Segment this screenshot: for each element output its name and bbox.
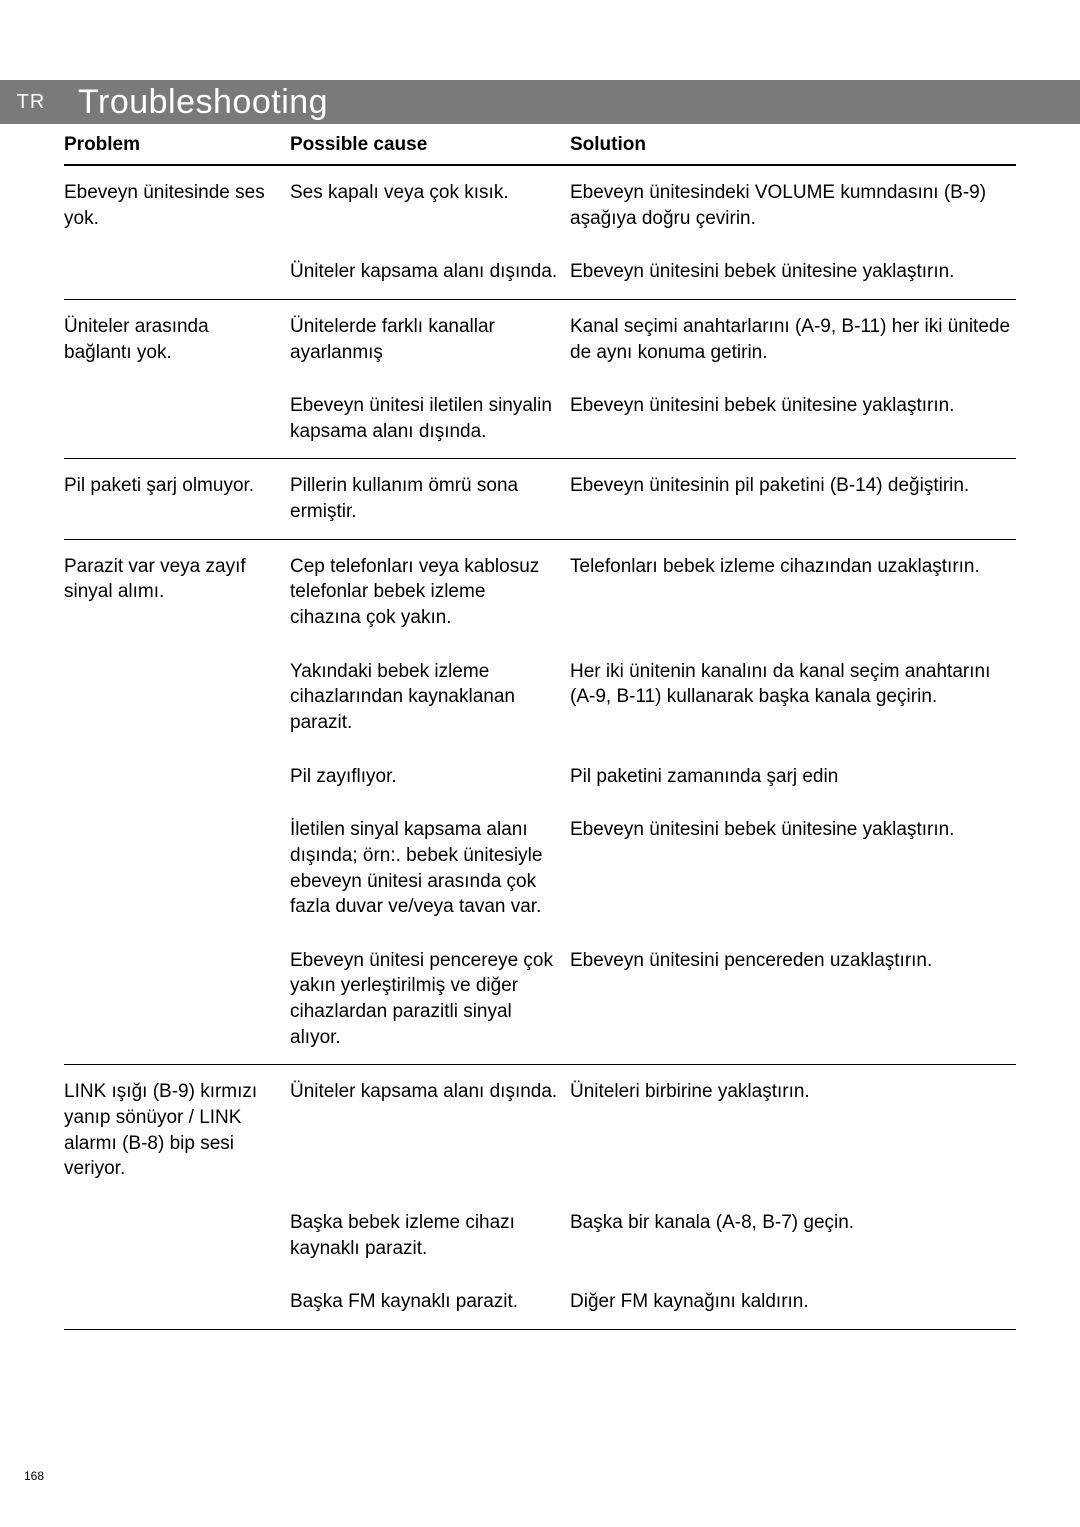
cell-solution: Ebeveyn ünitesini pencereden uzaklaştırı… [570, 948, 1016, 1051]
page-title: Troubleshooting [78, 83, 328, 122]
table-header-row: Problem Possible cause Solution [64, 128, 1016, 166]
col-header-problem: Problem [64, 134, 290, 156]
page-number: 168 [24, 1469, 44, 1483]
cell-problem [64, 393, 290, 444]
language-tab: TR [2, 80, 60, 124]
table-group: Pil paketi şarj olmuyor.Pillerin kullanı… [64, 459, 1016, 539]
cell-solution: Üniteleri birbirine yaklaştırın. [570, 1079, 1016, 1182]
cell-problem [64, 259, 290, 285]
table-row: LINK ışığı (B-9) kırmızı yanıp sönüyor /… [64, 1065, 1016, 1196]
cell-problem: Ebeveyn ünitesinde ses yok. [64, 180, 290, 231]
cell-cause: Pillerin kullanım ömrü sona ermiştir. [290, 473, 570, 524]
cell-cause: Ebeveyn ünitesi iletilen sinyalin kapsam… [290, 393, 570, 444]
table-row: Üniteler kapsama alanı dışında.Ebeveyn ü… [64, 245, 1016, 300]
table-row: Ebeveyn ünitesinde ses yok.Ses kapalı ve… [64, 166, 1016, 245]
table-row: Başka FM kaynaklı parazit.Diğer FM kayna… [64, 1275, 1016, 1330]
table-row: Ebeveyn ünitesi iletilen sinyalin kapsam… [64, 379, 1016, 459]
cell-problem [64, 817, 290, 920]
cell-solution: Ebeveyn ünitesini bebek ünitesine yaklaş… [570, 393, 1016, 444]
cell-cause: Üniteler kapsama alanı dışında. [290, 259, 570, 285]
table-row: Pil zayıflıyor.Pil paketini zamanında şa… [64, 750, 1016, 804]
cell-problem [64, 1210, 290, 1261]
cell-solution: Diğer FM kaynağını kaldırın. [570, 1289, 1016, 1315]
header-bar: TR Troubleshooting [0, 80, 1080, 124]
table-body: Ebeveyn ünitesinde ses yok.Ses kapalı ve… [64, 166, 1016, 1330]
table-row: Ebeveyn ünitesi pencereye çok yakın yerl… [64, 934, 1016, 1066]
cell-problem [64, 948, 290, 1051]
table-row: Üniteler arasında bağlantı yok.Ünitelerd… [64, 300, 1016, 379]
cell-cause: İletilen sinyal kapsama alanı dışında; ö… [290, 817, 570, 920]
table-row: Parazit var veya zayıf sinyal alımı.Cep … [64, 540, 1016, 645]
cell-problem [64, 764, 290, 790]
cell-cause: Pil zayıflıyor. [290, 764, 570, 790]
table-row: Yakındaki bebek izleme cihazlarından kay… [64, 645, 1016, 750]
page: TR Troubleshooting Problem Possible caus… [0, 0, 1080, 1527]
cell-solution: Ebeveyn ünitesini bebek ünitesine yaklaş… [570, 259, 1016, 285]
cell-solution: Başka bir kanala (A-8, B-7) geçin. [570, 1210, 1016, 1261]
cell-problem: Pil paketi şarj olmuyor. [64, 473, 290, 524]
table-group: Parazit var veya zayıf sinyal alımı.Cep … [64, 540, 1016, 1066]
cell-solution: Ebeveyn ünitesini bebek ünitesine yaklaş… [570, 817, 1016, 920]
cell-solution: Ebeveyn ünitesindeki VOLUME kumndasını (… [570, 180, 1016, 231]
troubleshooting-table: Problem Possible cause Solution Ebeveyn … [64, 128, 1016, 1330]
cell-cause: Ünitelerde farklı kanallar ayarlanmış [290, 314, 570, 365]
cell-cause: Ses kapalı veya çok kısık. [290, 180, 570, 231]
cell-cause: Başka bebek izleme cihazı kaynaklı paraz… [290, 1210, 570, 1261]
cell-cause: Başka FM kaynaklı parazit. [290, 1289, 570, 1315]
cell-solution: Pil paketini zamanında şarj edin [570, 764, 1016, 790]
cell-solution: Her iki ünitenin kanalını da kanal seçim… [570, 659, 1016, 736]
cell-solution: Ebeveyn ünitesinin pil paketini (B-14) d… [570, 473, 1016, 524]
cell-problem [64, 1289, 290, 1315]
table-row: Başka bebek izleme cihazı kaynaklı paraz… [64, 1196, 1016, 1275]
table-group: LINK ışığı (B-9) kırmızı yanıp sönüyor /… [64, 1065, 1016, 1329]
table-row: İletilen sinyal kapsama alanı dışında; ö… [64, 803, 1016, 934]
cell-cause: Cep telefonları veya kablosuz telefonlar… [290, 554, 570, 631]
cell-problem: Parazit var veya zayıf sinyal alımı. [64, 554, 290, 631]
col-header-cause: Possible cause [290, 134, 570, 156]
cell-problem: Üniteler arasında bağlantı yok. [64, 314, 290, 365]
cell-cause: Üniteler kapsama alanı dışında. [290, 1079, 570, 1182]
col-header-solution: Solution [570, 134, 1016, 156]
table-group: Ebeveyn ünitesinde ses yok.Ses kapalı ve… [64, 166, 1016, 300]
cell-cause: Ebeveyn ünitesi pencereye çok yakın yerl… [290, 948, 570, 1051]
cell-cause: Yakındaki bebek izleme cihazlarından kay… [290, 659, 570, 736]
cell-problem [64, 659, 290, 736]
table-group: Üniteler arasında bağlantı yok.Ünitelerd… [64, 300, 1016, 460]
cell-problem: LINK ışığı (B-9) kırmızı yanıp sönüyor /… [64, 1079, 290, 1182]
cell-solution: Telefonları bebek izleme cihazından uzak… [570, 554, 1016, 631]
cell-solution: Kanal seçimi anahtarlarını (A-9, B-11) h… [570, 314, 1016, 365]
table-row: Pil paketi şarj olmuyor.Pillerin kullanı… [64, 459, 1016, 539]
